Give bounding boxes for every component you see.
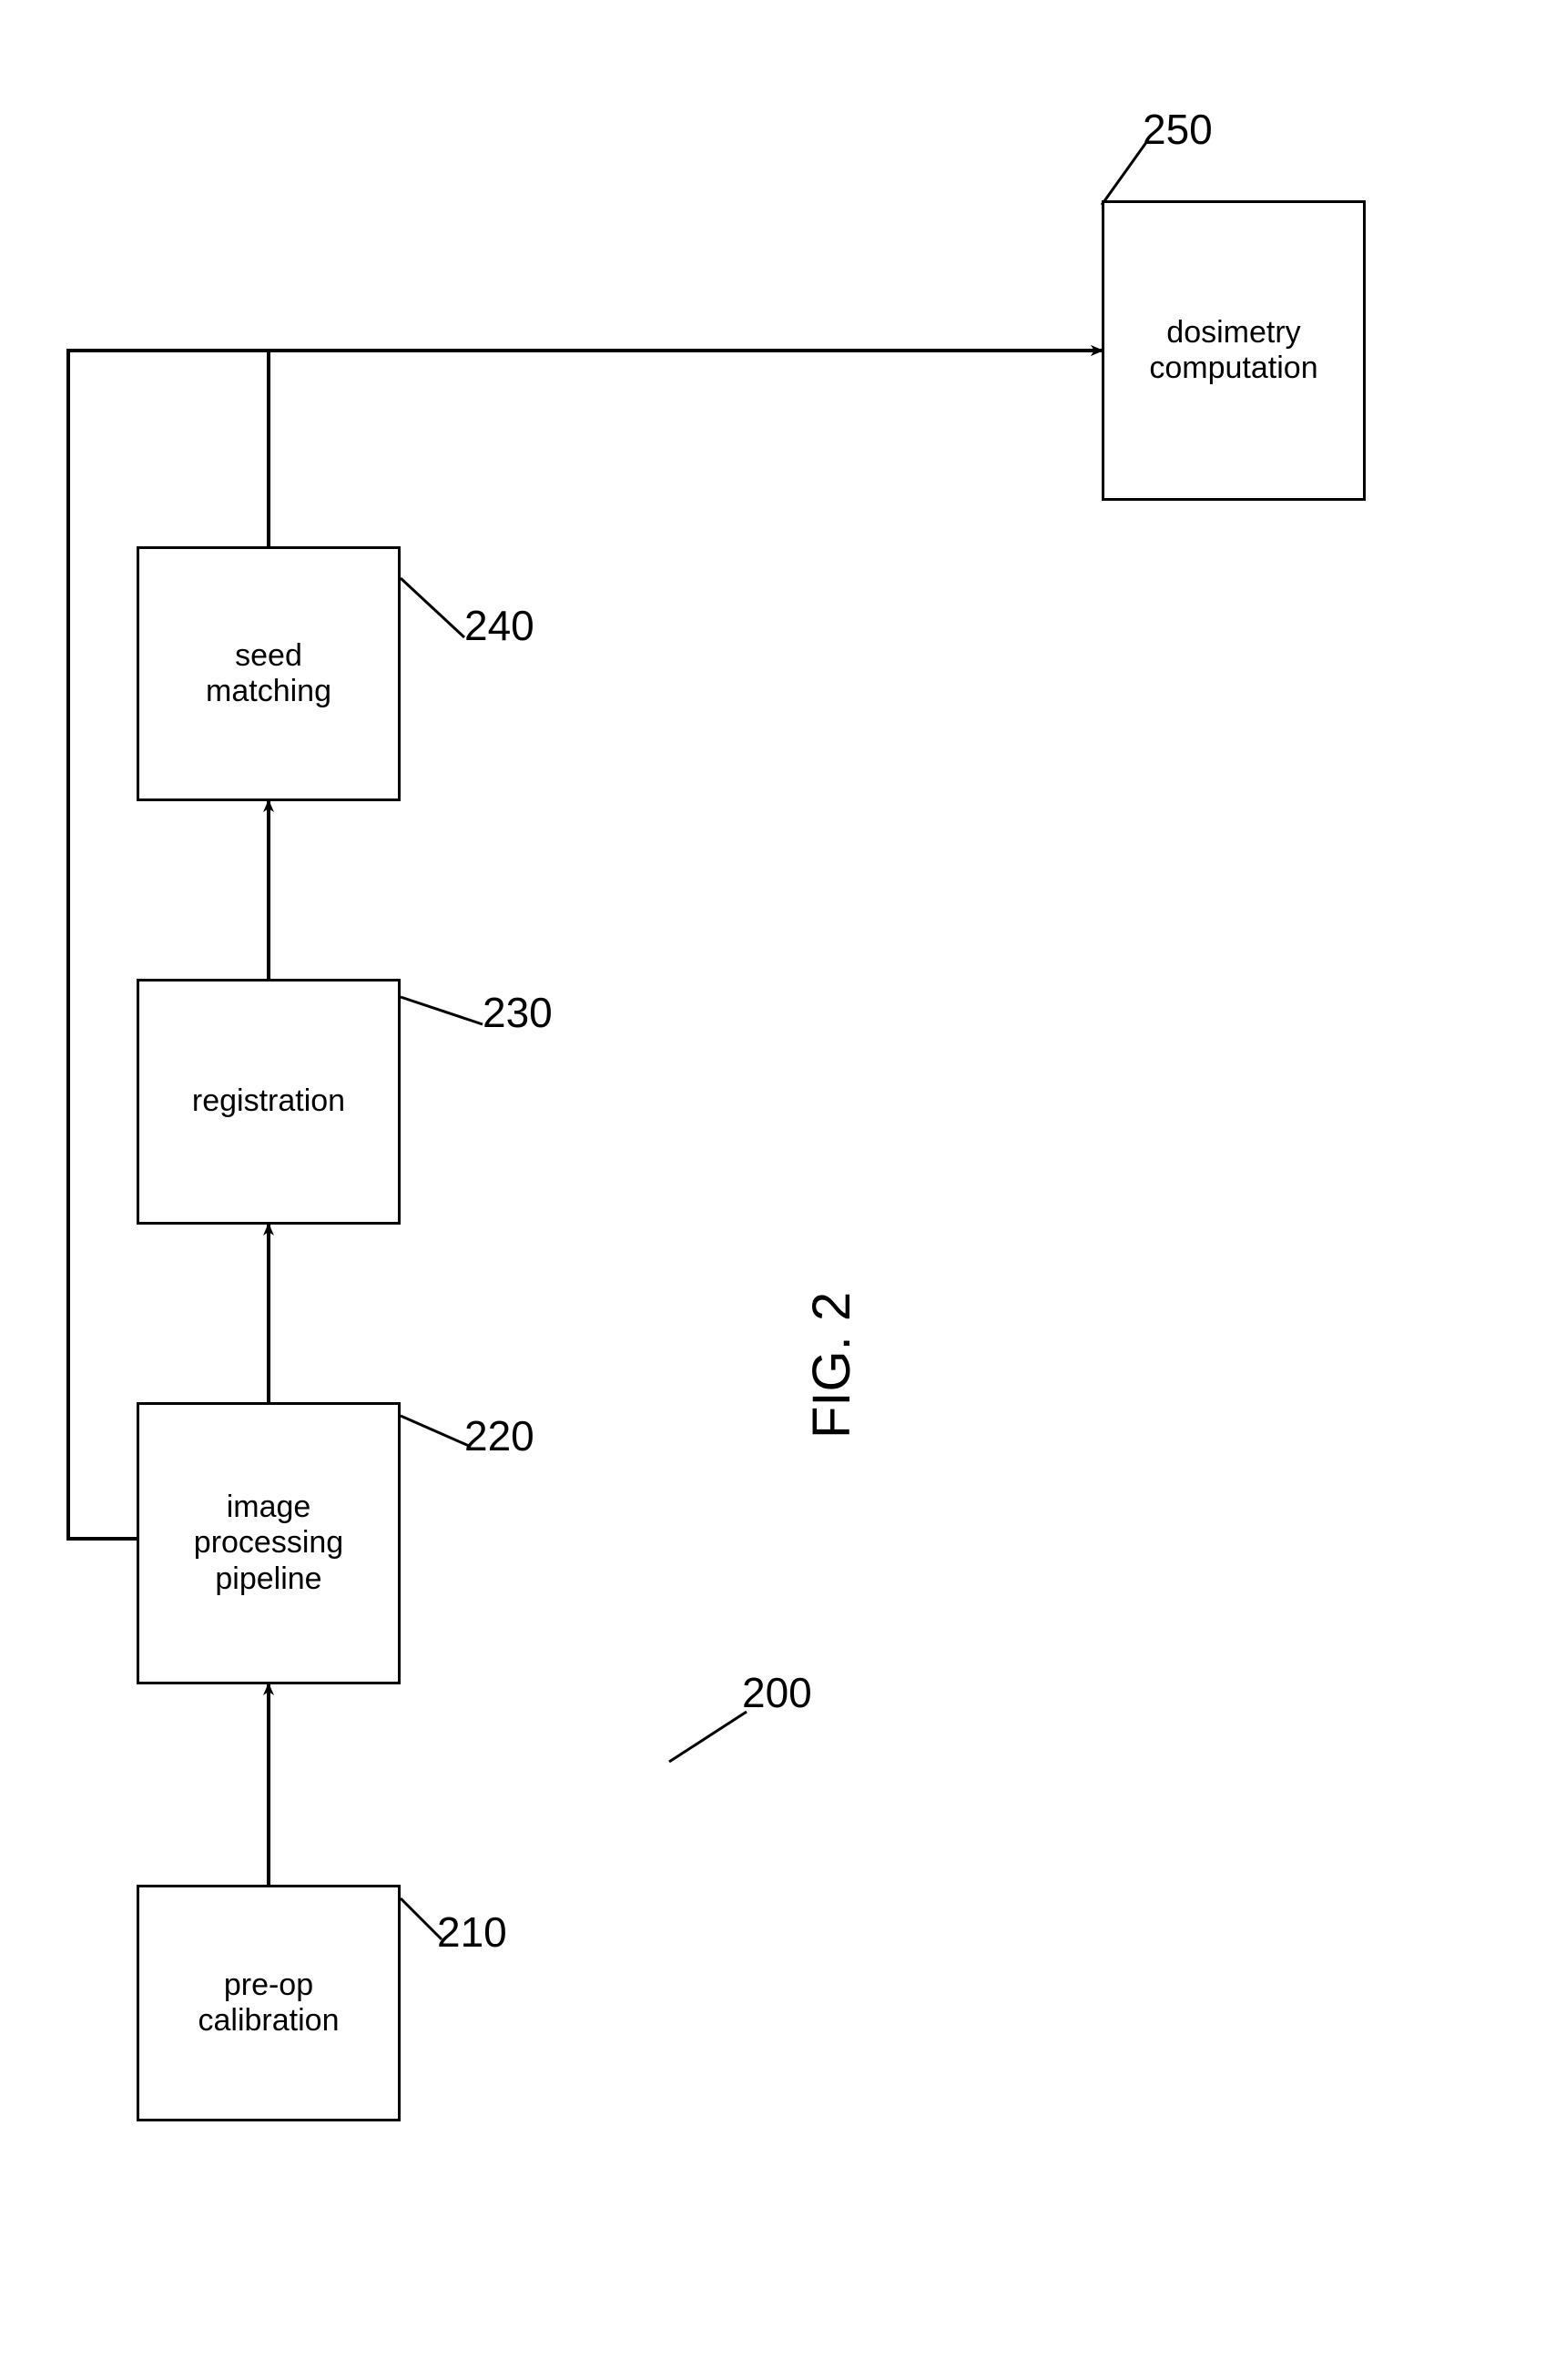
node-label: seedmatching (206, 638, 331, 709)
node-preop-calibration: pre-opcalibration (137, 1885, 401, 2121)
node-seed-matching: seedmatching (137, 546, 401, 801)
ref-200: 200 (742, 1668, 812, 1717)
flowchart-canvas: pre-opcalibration imageprocessingpipelin… (0, 0, 1566, 2380)
node-registration: registration (137, 979, 401, 1225)
node-label: dosimetrycomputation (1149, 315, 1317, 386)
node-image-processing-pipeline: imageprocessingpipeline (137, 1402, 401, 1684)
ref-250: 250 (1143, 105, 1213, 154)
node-label: pre-opcalibration (198, 1968, 340, 2039)
node-label: imageprocessingpipeline (194, 1490, 343, 1596)
ref-220: 220 (464, 1411, 534, 1460)
node-dosimetry-computation: dosimetrycomputation (1102, 200, 1366, 501)
ref-210: 210 (437, 1907, 507, 1957)
ref-240: 240 (464, 601, 534, 650)
node-label: registration (192, 1083, 345, 1119)
figure-label: FIG. 2 (801, 1292, 862, 1439)
ref-230: 230 (483, 988, 553, 1037)
